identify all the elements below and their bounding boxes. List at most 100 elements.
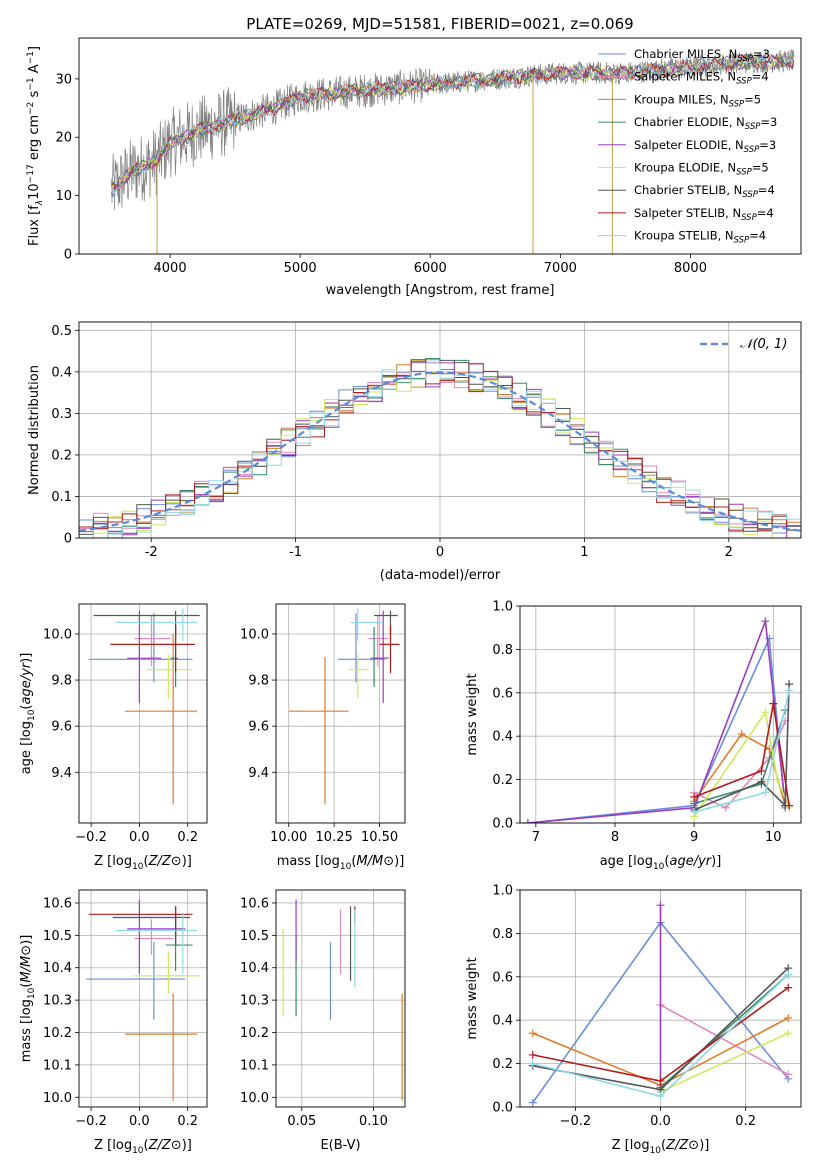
plus-marker bbox=[737, 730, 746, 739]
data-point bbox=[127, 610, 162, 704]
panel-mass-vs-Z: −0.2 0.0 0.2 10.0 10.1 10.2 10.3 10.4 10.5 10.6 Z … bbox=[19, 889, 208, 1156]
x-tick-label: 5000 bbox=[284, 261, 317, 276]
legend-nssp: =3 bbox=[760, 115, 777, 129]
label-part: )] bbox=[19, 653, 34, 663]
observed-spectrum-line bbox=[111, 48, 795, 210]
data-point bbox=[288, 657, 349, 805]
label-part: age [log bbox=[19, 721, 34, 774]
legend-nssp: =4 bbox=[757, 206, 774, 220]
axes-frame bbox=[78, 603, 208, 824]
y-tick-label: 0.6 bbox=[492, 970, 513, 985]
y-tick-label: 10 bbox=[55, 189, 72, 204]
y-tick-label: 10.2 bbox=[240, 1026, 269, 1041]
x-tick-label: 0.0 bbox=[650, 1114, 671, 1129]
x-tick-label: 10.25 bbox=[316, 830, 353, 845]
legend-series-name: Salpeter STELIB, N bbox=[634, 206, 741, 220]
legend-label: Salpeter MILES, NSSP=4 bbox=[634, 70, 769, 87]
data-point bbox=[115, 912, 198, 975]
axes-frame bbox=[519, 605, 802, 824]
plot-area bbox=[88, 608, 200, 805]
y-tick-label: 0.8 bbox=[492, 927, 513, 942]
legend-nssp: =4 bbox=[758, 183, 775, 197]
data-point bbox=[134, 919, 174, 955]
panel-spectrum: 4000 5000 6000 7000 8000 0 10 20 30 wavelength [A… bbox=[26, 37, 802, 298]
y-tick-label: 9.8 bbox=[248, 674, 269, 689]
x-tick-label: 0.2 bbox=[177, 830, 198, 845]
x-tick-label: 7000 bbox=[544, 261, 577, 276]
y-tick-label: 10.6 bbox=[43, 896, 72, 911]
plus-marker bbox=[785, 686, 794, 695]
label-part: M/M⊙ bbox=[19, 945, 34, 983]
y-tick-label: 9.4 bbox=[51, 766, 72, 781]
label-part: )] bbox=[182, 854, 192, 869]
legend-label: Chabrier ELODIE, NSSP=3 bbox=[634, 115, 777, 132]
legend-subscript: SSP bbox=[741, 213, 757, 223]
y-tick-label: 10.4 bbox=[43, 961, 72, 976]
plot-area bbox=[79, 358, 801, 538]
label-part: ( bbox=[19, 705, 34, 710]
y-tick-label: 1.0 bbox=[492, 600, 513, 615]
plot-area bbox=[288, 608, 400, 805]
data-point bbox=[88, 906, 193, 939]
legend-nssp: =3 bbox=[753, 47, 770, 61]
data-point bbox=[110, 624, 195, 674]
plus-marker bbox=[528, 1029, 537, 1038]
plus-marker bbox=[784, 1029, 793, 1038]
y-tick-label: 0.3 bbox=[51, 407, 72, 422]
label-part: −1 bbox=[26, 51, 36, 64]
legend-series-name: Kroupa MILES, N bbox=[634, 92, 729, 106]
label-part: 10 bbox=[340, 862, 352, 872]
y-tick-label: 10.4 bbox=[240, 961, 269, 976]
panel-residuals: -2 -1 0 1 2 0 0.1 0.2 0.3 0.4 0.5 (data-model)/erro… bbox=[27, 321, 802, 583]
y-tick-label: 10.0 bbox=[43, 627, 72, 642]
label-part: Flux [f bbox=[27, 205, 42, 246]
axes-frame bbox=[78, 37, 802, 255]
x-tick-label: 10 bbox=[765, 830, 782, 845]
label-part: 10 bbox=[27, 183, 42, 200]
data-point bbox=[115, 608, 198, 641]
label-part: Z/Z⊙ bbox=[148, 1138, 182, 1153]
x-axis-label: Z [log10(Z/Z⊙)] bbox=[94, 854, 192, 872]
legend-series-name: Kroupa ELODIE, N bbox=[634, 161, 736, 175]
legend-subscript: SSP bbox=[736, 168, 752, 178]
y-tick-label: 9.8 bbox=[51, 674, 72, 689]
plot-area bbox=[86, 899, 200, 1101]
x-axis-label: E(B-V) bbox=[320, 1138, 360, 1153]
plus-marker bbox=[784, 1070, 793, 1079]
label-part: age/yr bbox=[19, 661, 34, 704]
label-part: 10 bbox=[650, 1146, 662, 1156]
y-tick-label: 9.4 bbox=[248, 766, 269, 781]
plus-marker bbox=[528, 1059, 537, 1068]
x-axis-label: Z [log10(Z/Z⊙)] bbox=[94, 1138, 192, 1156]
legend-subscript: SSP bbox=[742, 190, 758, 200]
x-tick-label: 10.50 bbox=[361, 830, 398, 845]
y-tick-label: 10.1 bbox=[240, 1058, 269, 1073]
label-part: )] bbox=[394, 854, 404, 869]
axes-frame bbox=[275, 889, 406, 1108]
series-line bbox=[660, 1004, 789, 1076]
plot-area bbox=[523, 617, 794, 823]
y-axis-label: mass [log10(M/M⊙)] bbox=[19, 935, 37, 1063]
label-part: Z [log bbox=[612, 1138, 650, 1153]
x-axis-label: age [log10(age/yr)] bbox=[600, 854, 722, 872]
plus-marker bbox=[721, 803, 730, 812]
label-part: ] bbox=[27, 46, 42, 51]
x-tick-label: 10.00 bbox=[270, 830, 307, 845]
y-tick-label: 10.3 bbox=[43, 994, 72, 1009]
plus-marker bbox=[690, 808, 699, 817]
y-tick-label: 0.2 bbox=[492, 773, 513, 788]
y-tick-label: 0.0 bbox=[492, 817, 513, 832]
mass-weight-series bbox=[528, 983, 793, 1085]
label-part: )] bbox=[711, 854, 721, 869]
label-part: Z/Z⊙ bbox=[148, 854, 182, 869]
axes-frame bbox=[275, 603, 406, 824]
plus-marker bbox=[757, 766, 766, 775]
x-axis-label: mass [log10(M/M⊙)] bbox=[277, 854, 405, 872]
model-spectrum-line bbox=[111, 53, 794, 192]
x-tick-label: 6000 bbox=[414, 261, 447, 276]
x-tick-label: 4000 bbox=[154, 261, 187, 276]
y-axis-label: Normed distribution bbox=[27, 365, 42, 495]
x-tick-label: 0.05 bbox=[287, 1114, 316, 1129]
y-tick-label: 10.6 bbox=[240, 896, 269, 911]
